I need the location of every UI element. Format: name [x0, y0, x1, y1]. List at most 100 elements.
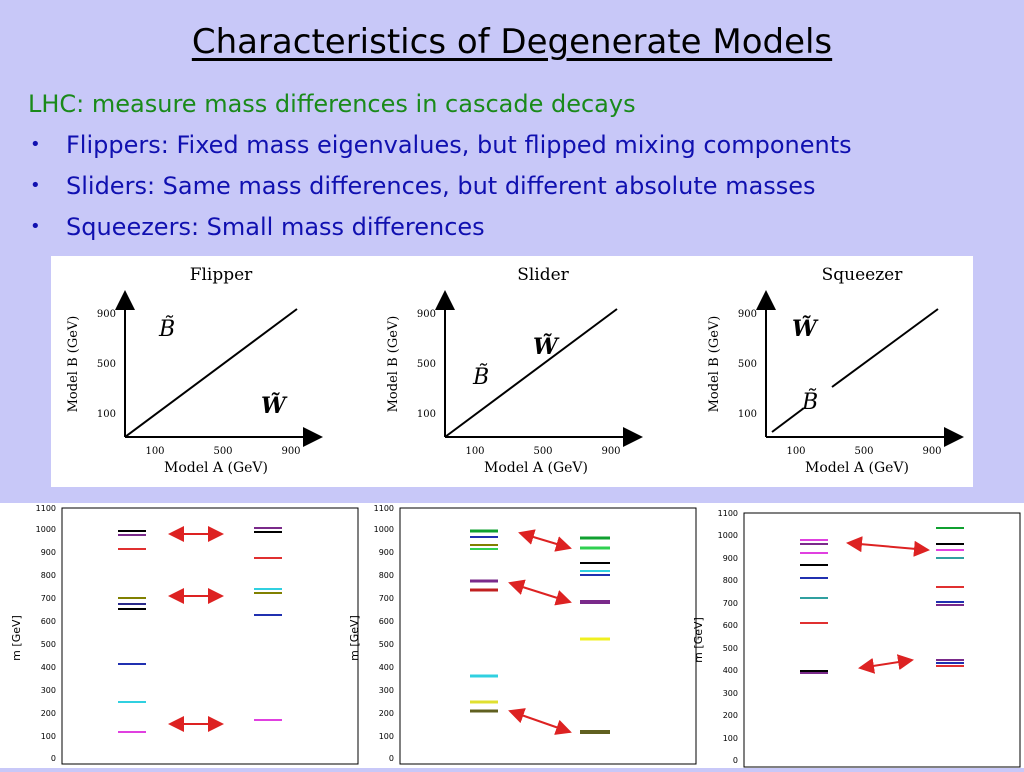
plot-frame: [743, 512, 1021, 768]
y-tick: 300: [723, 689, 738, 698]
x-tick: 900: [281, 446, 300, 457]
upper-species-label: W̃: [533, 334, 560, 360]
y-axis-label: m [GeV]: [348, 615, 361, 661]
lower-species-label: W̃: [261, 393, 288, 419]
y-axis-label: m [GeV]: [10, 615, 23, 661]
y-tick: 0: [389, 754, 394, 763]
mass-plot-squeezer: 0 100 200 300 400 500 600 700 800 900 10…: [692, 509, 1021, 768]
y-tick: 1100: [718, 509, 738, 518]
x-axis-label: Model A (GeV): [484, 460, 588, 476]
y-axis-label: Model B (GeV): [707, 316, 722, 413]
bullet-dot: •: [30, 175, 41, 196]
x-axis-label: Model A (GeV): [164, 460, 268, 476]
y-tick: 500: [723, 644, 738, 653]
plot-frame: [61, 507, 359, 765]
x-tick: 500: [854, 446, 873, 457]
squeezer-panel: Squeezer 900 500 100 100 500 900 Model A…: [707, 265, 964, 476]
y-tick: 900: [738, 309, 757, 320]
bullet-sliders: • Sliders: Same mass differences, but dif…: [30, 172, 816, 200]
y-tick: 100: [97, 409, 116, 420]
y-tick: 400: [723, 666, 738, 675]
y-axis-label: m [GeV]: [692, 617, 705, 663]
slide-arrow: [508, 708, 572, 735]
y-ticks: 0 100 200 300 400 500 600 700 800 900 10…: [374, 504, 394, 763]
y-tick: 800: [41, 571, 56, 580]
y-tick: 1000: [374, 525, 394, 534]
y-tick: 100: [417, 409, 436, 420]
bullet-text: Flippers: Fixed mass eigenvalues, but fl…: [66, 131, 852, 159]
mass-line: [444, 308, 618, 438]
mass-line: [124, 308, 298, 438]
lower-species-label: B̃: [472, 364, 489, 390]
squeeze-arrow: [846, 536, 930, 557]
x-tick: 500: [213, 446, 232, 457]
y-tick: 200: [723, 711, 738, 720]
y-ticks: 0 100 200 300 400 500 600 700 800 900 10…: [36, 504, 56, 763]
bullet-dot: •: [30, 216, 41, 237]
y-tick: 500: [41, 640, 56, 649]
y-tick: 100: [41, 732, 56, 741]
y-tick: 200: [41, 709, 56, 718]
y-tick: 500: [379, 640, 394, 649]
bullet-squeezers: • Squeezers: Small mass differences: [30, 213, 485, 241]
x-tick: 100: [145, 446, 164, 457]
x-tick: 900: [601, 446, 620, 457]
bullet-flippers: • Flippers: Fixed mass eigenvalues, but f…: [30, 131, 852, 159]
y-tick: 700: [379, 594, 394, 603]
y-tick: 1100: [374, 504, 394, 513]
y-tick: 0: [51, 754, 56, 763]
y-tick: 100: [379, 732, 394, 741]
y-tick: 600: [379, 617, 394, 626]
y-tick: 900: [97, 309, 116, 320]
degenerate-models-figure: Flipper 900 500 100 100 500 900 Model A …: [51, 256, 973, 487]
mass-line-lower: [771, 407, 805, 433]
y-tick: 100: [723, 734, 738, 743]
plot-frame: [399, 507, 697, 765]
y-tick: 600: [41, 617, 56, 626]
upper-species-label: W̃: [792, 316, 819, 342]
y-tick: 300: [379, 686, 394, 695]
panel-title: Slider: [517, 265, 569, 285]
y-tick: 800: [379, 571, 394, 580]
y-tick: 400: [379, 663, 394, 672]
y-tick: 300: [41, 686, 56, 695]
squeeze-arrow: [858, 654, 914, 674]
y-tick: 800: [723, 576, 738, 585]
y-tick: 1000: [718, 531, 738, 540]
y-tick: 700: [41, 594, 56, 603]
flipper-panel: Flipper 900 500 100 100 500 900 Model A …: [66, 265, 323, 476]
y-tick: 200: [379, 709, 394, 718]
y-tick: 1000: [36, 525, 56, 534]
intro-text: LHC: measure mass differences in cascade…: [28, 90, 636, 118]
y-tick: 1100: [36, 504, 56, 513]
y-ticks: 0 100 200 300 400 500 600 700 800 900 10…: [718, 509, 738, 765]
x-axis-label: Model A (GeV): [805, 460, 909, 476]
y-tick: 900: [41, 548, 56, 557]
y-tick: 900: [723, 554, 738, 563]
y-tick: 600: [723, 621, 738, 630]
lower-species-label: B̃: [801, 389, 818, 415]
y-tick: 400: [41, 663, 56, 672]
slide-title: Characteristics of Degenerate Models: [191, 22, 833, 62]
mass-plot-flipper: 0 100 200 300 400 500 600 700 800 900 10…: [10, 504, 359, 765]
upper-species-label: B̃: [158, 316, 175, 342]
y-tick: 500: [97, 359, 116, 370]
mass-plot-slider: 0 100 200 300 400 500 600 700 800 900 10…: [348, 504, 697, 765]
slide-arrow: [508, 579, 572, 606]
x-tick: 500: [533, 446, 552, 457]
mass-spectra-figure: 0 100 200 300 400 500 600 700 800 900 10…: [0, 503, 1024, 768]
mass-line-upper: [831, 308, 939, 388]
panel-title: Flipper: [190, 265, 253, 285]
x-tick: 900: [922, 446, 941, 457]
y-tick: 900: [417, 309, 436, 320]
y-tick: 500: [417, 359, 436, 370]
bullet-dot: •: [30, 134, 41, 155]
y-tick: 700: [723, 599, 738, 608]
y-axis-label: Model B (GeV): [386, 316, 401, 413]
x-tick: 100: [465, 446, 484, 457]
slider-panel: Slider 900 500 100 100 500 900 Model A (…: [386, 265, 643, 476]
bullet-text: Squeezers: Small mass differences: [66, 213, 485, 241]
y-tick: 900: [379, 548, 394, 557]
bullet-text: Sliders: Same mass differences, but diff…: [66, 172, 816, 200]
y-axis-label: Model B (GeV): [66, 316, 81, 413]
